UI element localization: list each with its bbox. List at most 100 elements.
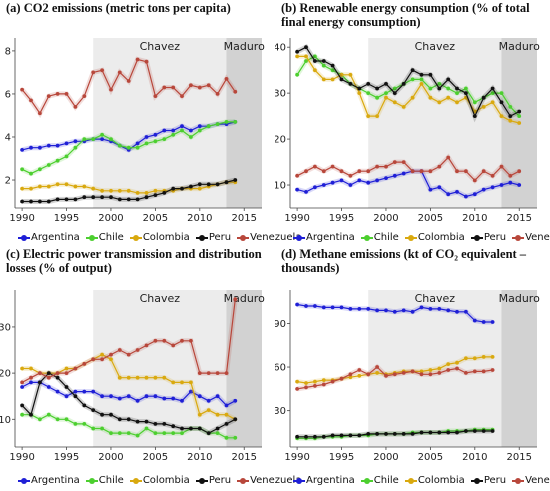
- legend-swatch-chile: [360, 233, 373, 243]
- legend-label-argentina: Argentina: [306, 475, 355, 486]
- data-point-peru: [91, 408, 96, 412]
- y-tick-label: 30: [0, 322, 11, 333]
- legend-a: Argentina Chile Colombia Peru Venezuela: [0, 232, 301, 246]
- data-point-peru: [233, 417, 238, 422]
- x-tick-label: 1990: [9, 213, 34, 224]
- data-point-argentina: [304, 190, 308, 194]
- data-point-colombia: [375, 371, 379, 375]
- data-point-argentina: [321, 183, 326, 187]
- chavez-label: Chavez: [140, 292, 181, 305]
- data-point-peru: [189, 426, 193, 431]
- data-point-argentina: [384, 176, 388, 181]
- data-point-chile: [224, 435, 229, 440]
- x-tick-label: 1995: [54, 213, 79, 224]
- data-point-argentina: [73, 139, 78, 144]
- y-tick-label: 90: [275, 319, 286, 330]
- data-point-peru: [437, 86, 442, 91]
- data-point-venezuela: [428, 372, 433, 377]
- data-point-venezuela: [64, 92, 69, 96]
- data-point-chile: [197, 128, 202, 133]
- data-point-venezuela: [304, 385, 308, 390]
- data-point-chile: [135, 433, 140, 438]
- data-point-colombia: [91, 186, 96, 191]
- data-point-venezuela: [64, 371, 69, 375]
- data-point-venezuela: [455, 366, 459, 371]
- data-point-venezuela: [109, 352, 113, 357]
- data-point-chile: [472, 100, 477, 105]
- data-point-argentina: [153, 394, 158, 399]
- legend-swatch-argentina: [18, 233, 30, 243]
- data-point-venezuela: [392, 160, 397, 165]
- legend-item-colombia: Colombia: [129, 475, 190, 487]
- data-point-argentina: [162, 396, 167, 401]
- data-point-venezuela: [153, 94, 158, 98]
- y-tick-label: 10: [275, 181, 286, 192]
- data-point-venezuela: [392, 372, 397, 377]
- data-point-chile: [392, 86, 397, 91]
- legend-swatch-peru: [470, 233, 483, 243]
- data-point-chile: [20, 167, 24, 172]
- data-point-colombia: [490, 355, 495, 359]
- data-point-peru: [144, 195, 149, 200]
- data-point-argentina: [446, 308, 451, 313]
- data-point-colombia: [126, 188, 131, 193]
- data-point-argentina: [446, 192, 451, 197]
- legend-swatch-argentina: [18, 476, 30, 486]
- data-point-argentina: [233, 398, 238, 403]
- legend-c: Argentina Chile Colombia Peru Venezuela: [0, 475, 301, 489]
- data-point-argentina: [428, 307, 433, 311]
- data-point-peru: [330, 433, 335, 438]
- data-point-venezuela: [410, 369, 415, 374]
- data-point-peru: [384, 432, 388, 436]
- chavez-label: Chavez: [140, 40, 181, 53]
- data-point-chile: [384, 91, 388, 95]
- data-point-venezuela: [82, 362, 87, 366]
- data-point-peru: [295, 434, 299, 439]
- data-point-peru: [357, 86, 362, 91]
- y-tick-label: 30: [275, 406, 286, 417]
- data-point-colombia: [313, 379, 317, 384]
- data-point-chile: [304, 59, 308, 63]
- x-tick-label: 2010: [187, 452, 212, 463]
- data-point-peru: [490, 429, 495, 433]
- data-point-peru: [29, 199, 33, 204]
- x-tick-label: 2005: [143, 452, 168, 463]
- data-point-colombia: [20, 366, 24, 371]
- data-point-colombia: [313, 68, 317, 73]
- data-point-venezuela: [100, 357, 104, 362]
- data-point-venezuela: [339, 376, 344, 381]
- x-tick-label: 1990: [284, 213, 309, 224]
- data-point-chile: [437, 82, 442, 86]
- data-point-colombia: [295, 54, 299, 59]
- maduro-label: Maduro: [224, 292, 265, 305]
- legend-swatch-colombia: [404, 233, 417, 243]
- data-point-argentina: [375, 178, 379, 183]
- data-point-chile: [455, 91, 459, 95]
- data-point-peru: [419, 72, 424, 77]
- data-point-peru: [401, 82, 406, 86]
- data-point-venezuela: [144, 343, 149, 348]
- data-point-chile: [126, 145, 131, 150]
- data-point-peru: [117, 417, 122, 422]
- data-point-venezuela: [91, 70, 96, 75]
- data-point-colombia: [109, 357, 113, 362]
- data-point-chile: [100, 132, 104, 137]
- data-point-venezuela: [419, 169, 424, 174]
- data-point-argentina: [401, 171, 406, 176]
- legend-swatch-argentina: [293, 476, 305, 486]
- data-point-venezuela: [233, 297, 238, 302]
- data-point-chile: [189, 135, 193, 139]
- x-tick-label: 2000: [373, 452, 398, 463]
- legend-label-colombia: Colombia: [142, 475, 190, 486]
- legend-label-peru: Peru: [208, 232, 232, 243]
- data-point-venezuela: [446, 155, 451, 160]
- data-point-argentina: [29, 145, 33, 150]
- legend-b: Argentina Chile Colombia Peru Venezuela: [275, 232, 550, 246]
- data-point-argentina: [100, 137, 104, 142]
- maduro-period-band: [501, 290, 537, 447]
- legend-label-chile: Chile: [373, 475, 399, 486]
- data-point-venezuela: [109, 87, 113, 92]
- data-point-colombia: [215, 412, 220, 417]
- data-point-chile: [330, 68, 335, 73]
- x-tick-label: 2015: [507, 213, 532, 224]
